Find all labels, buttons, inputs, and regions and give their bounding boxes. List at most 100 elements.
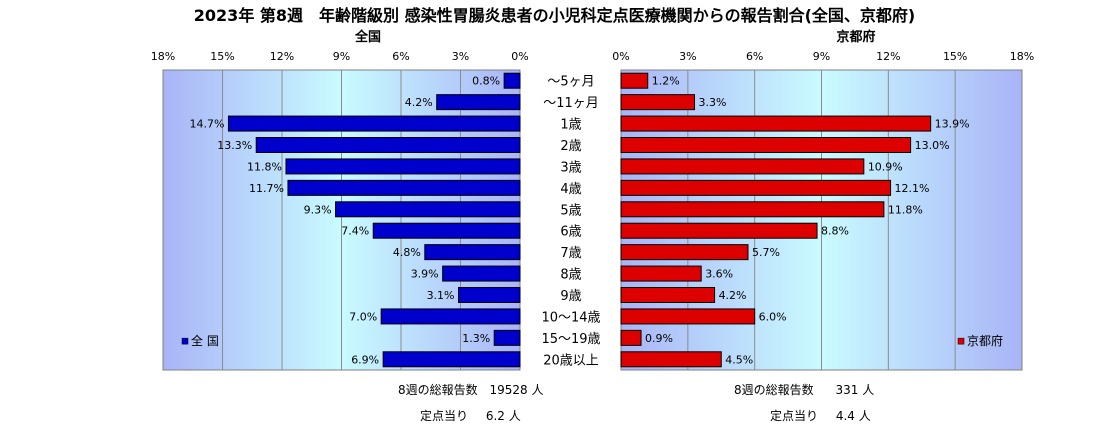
right-bar [620,115,932,132]
left-footer-per: 定点当り 6.2 人 [420,407,521,424]
category-label: 2歳 [560,139,581,154]
right-footer-total: 8週の総報告数 331 人 [734,381,874,398]
left-tick-label: 0% [511,50,528,63]
right-data-label: 13.0% [915,139,950,152]
right-tick-label: 12% [876,50,900,63]
right-legend-label: 京都府 [967,333,1003,348]
right-data-label: 4.5% [725,353,753,366]
category-label: 20歳以上 [543,353,599,368]
left-legend-swatch [181,337,189,345]
right-data-label: 10.9% [868,160,903,173]
right-data-label: 8.8% [821,225,849,238]
left-tick-label: 18% [151,50,175,63]
left-bar [458,287,521,303]
left-tick-label: 9% [333,50,350,63]
right-bar [620,72,649,89]
left-data-label: 4.8% [393,246,421,259]
category-label: 6歳 [560,225,581,240]
left-tick-label: 12% [270,50,294,63]
left-bar [380,308,521,325]
category-label: 5歳 [560,203,581,218]
left-data-label: 4.2% [405,96,433,109]
left-data-label: 11.8% [247,160,282,173]
right-legend-swatch [957,337,965,345]
right-tick-label: 6% [746,50,763,63]
left-total-label: 8週の総報告数 [398,383,478,397]
right-data-label: 5.7% [752,246,780,259]
category-label: 3歳 [560,160,581,175]
left-bar [372,222,521,239]
category-label: 9歳 [560,289,581,304]
left-bar [382,351,521,368]
right-data-label: 4.2% [719,289,747,302]
category-label: 8歳 [560,268,581,283]
right-tick-label: 3% [679,50,696,63]
left-data-label: 1.3% [462,332,490,345]
right-panel-title: 京都府 [836,30,876,45]
left-per-label: 定点当り [420,409,469,423]
right-data-label: 3.6% [705,268,733,281]
right-footer-per: 定点当り 4.4 人 [770,407,871,424]
category-label: ～5ヶ月 [547,75,594,90]
left-per-value: 6.2 人 [485,409,521,423]
left-bar [424,244,521,261]
right-bar [620,137,912,153]
left-legend-label: 全 国 [191,333,219,348]
left-bar [227,115,521,132]
right-bar [620,329,642,346]
right-tick-label: 18% [1010,50,1034,63]
right-bar [620,179,892,196]
right-per-value: 4.4 人 [835,409,871,423]
right-data-label: 6.0% [759,310,787,323]
left-tick-label: 15% [210,50,234,63]
right-total-value: 331 人 [835,383,875,397]
right-tick-label: 0% [612,50,629,63]
left-data-label: 9.3% [304,203,332,216]
right-bar [620,244,749,261]
right-bar [620,287,716,303]
left-panel-title: 全国 [354,30,381,45]
category-label: 15～19歳 [541,332,600,347]
right-bar [620,351,722,368]
left-bar [285,158,521,175]
category-label: 1歳 [560,118,581,133]
right-bar [620,94,696,111]
chart-title: 2023年 第8週 年齢階級別 感染性胃腸炎患者の小児科定点医療機関からの報告割… [193,6,916,25]
category-label: 4歳 [560,182,581,197]
left-data-label: 7.4% [341,225,369,238]
left-data-label: 0.8% [472,75,500,88]
left-bar [503,72,521,89]
right-data-label: 13.9% [935,118,970,131]
left-footer-total: 8週の総報告数 19528 人 [398,381,543,398]
right-bar [620,222,818,239]
right-bar [620,158,865,175]
left-data-label: 11.7% [249,182,284,195]
left-data-label: 3.9% [411,268,439,281]
right-bar [620,265,702,282]
left-bar [493,329,521,346]
left-tick-label: 3% [452,50,469,63]
right-data-label: 1.2% [652,75,680,88]
category-label: 7歳 [560,246,581,261]
right-data-label: 11.8% [888,203,923,216]
left-data-label: 6.9% [351,353,379,366]
left-data-label: 7.0% [349,310,377,323]
right-data-label: 3.3% [699,96,727,109]
right-tick-label: 15% [943,50,967,63]
right-total-label: 8週の総報告数 [734,383,814,397]
left-tick-label: 6% [392,50,409,63]
right-bar [620,201,885,218]
left-data-label: 14.7% [189,118,224,131]
right-tick-label: 9% [813,50,830,63]
left-bar [436,94,521,111]
right-per-label: 定点当り [770,409,819,423]
left-bar [335,201,521,218]
right-data-label: 12.1% [895,182,930,195]
right-bar [620,308,756,325]
left-bar [442,265,521,282]
left-total-value: 19528 人 [489,383,544,397]
left-bar [287,179,521,196]
category-label: ～11ヶ月 [543,96,599,111]
left-data-label: 3.1% [427,289,455,302]
